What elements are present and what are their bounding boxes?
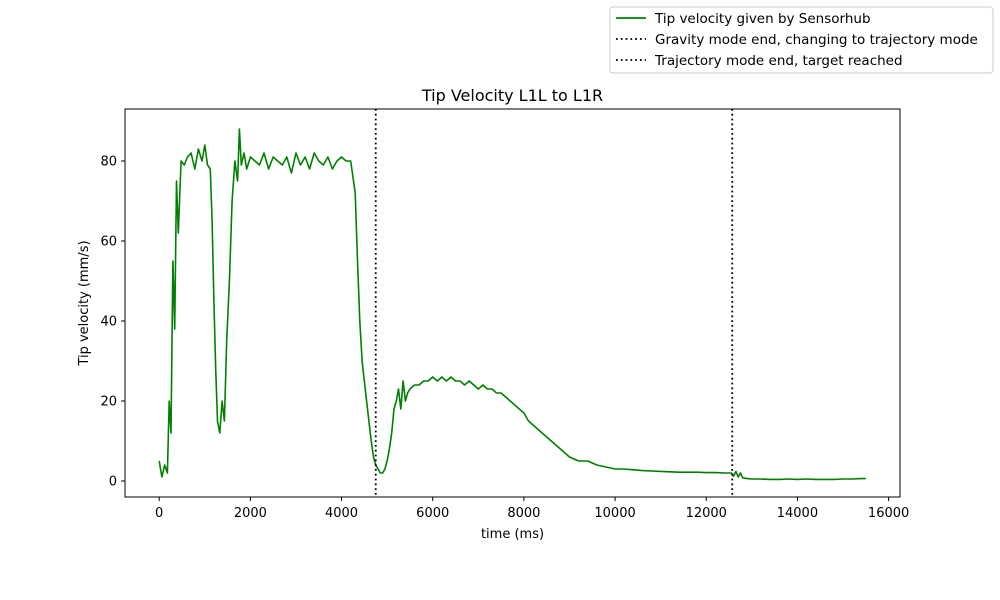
- x-tick-label: 10000: [594, 506, 635, 521]
- series-layer: [158, 128, 866, 481]
- x-tick-label: 14000: [777, 506, 818, 521]
- legend: Tip velocity given by Sensorhub Gravity …: [609, 6, 994, 74]
- x-tick-label: 0: [155, 506, 163, 521]
- plot-area: 0 2000 4000 6000 8000 10000 12000 14000 16000 0 2…: [100, 108, 909, 521]
- x-tick-label: 2000: [234, 506, 267, 521]
- legend-box: [609, 6, 994, 74]
- legend-label-series: Tip velocity given by Sensorhub: [654, 11, 871, 27]
- y-tick-label: 60: [100, 235, 117, 250]
- plot-frame: [124, 108, 901, 498]
- y-tick-label: 40: [100, 315, 117, 330]
- y-tick-label: 80: [100, 155, 117, 170]
- x-tick-label: 12000: [686, 506, 727, 521]
- chart-title: Tip Velocity L1L to L1R: [421, 86, 603, 105]
- vline-layer: [374, 109, 734, 497]
- x-tick-label: 16000: [868, 506, 909, 521]
- y-axis-label: Tip velocity (mm/s): [77, 240, 92, 366]
- y-axis: 0 20 40 60 80: [100, 155, 125, 490]
- y-tick-label: 20: [100, 395, 117, 410]
- series-line-tip-velocity: [158, 128, 866, 481]
- x-tick-label: 8000: [507, 506, 540, 521]
- x-axis-label: time (ms): [481, 527, 544, 542]
- legend-label-trajectory-end: Trajectory mode end, target reached: [654, 53, 903, 69]
- legend-label-gravity-end: Gravity mode end, changing to trajectory…: [655, 32, 978, 48]
- y-tick-label: 0: [109, 475, 117, 490]
- x-tick-label: 6000: [416, 506, 449, 521]
- x-axis: 0 2000 4000 6000 8000 10000 12000 14000 16000: [155, 497, 909, 521]
- x-tick-label: 4000: [325, 506, 358, 521]
